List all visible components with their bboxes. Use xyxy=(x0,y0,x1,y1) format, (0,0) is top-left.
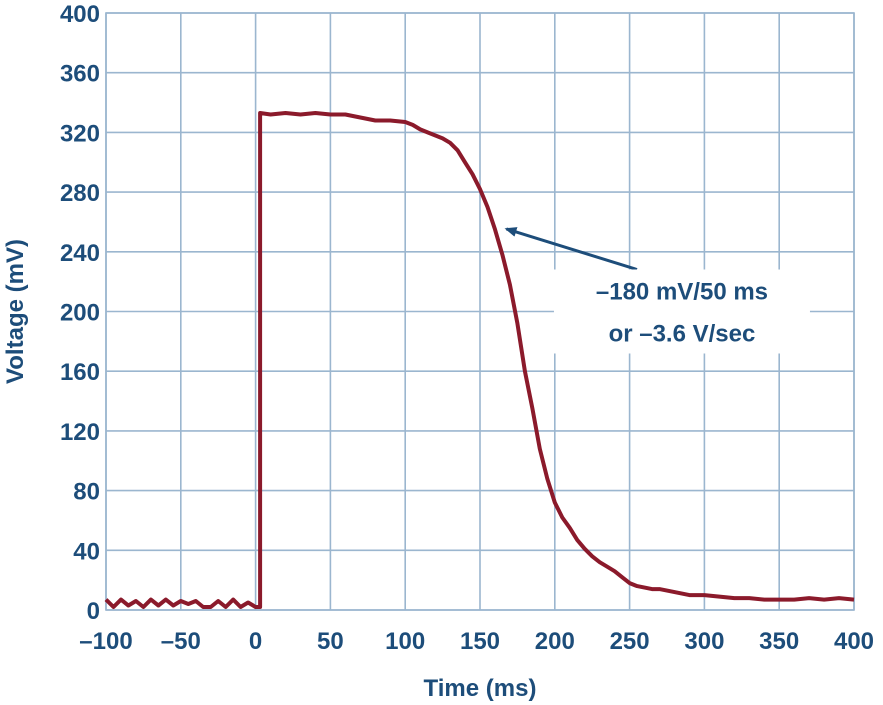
x-tick-label: 400 xyxy=(834,628,874,655)
x-tick-label: 100 xyxy=(385,628,425,655)
x-tick-labels: –100 –50 0 50 100 150 200 250 300 350 400 xyxy=(79,628,874,655)
annotation-line-2: or –3.6 V/sec xyxy=(609,321,756,348)
x-tick-label: 250 xyxy=(610,628,650,655)
y-tick-label: 400 xyxy=(60,1,100,28)
annotation-arrow xyxy=(504,227,638,271)
y-tick-label: 160 xyxy=(60,359,100,386)
series-line xyxy=(104,111,855,609)
y-tick-label: 120 xyxy=(60,419,100,446)
y-tick-label: 200 xyxy=(60,300,100,327)
y-tick-label: 80 xyxy=(73,479,100,506)
x-tick-label: –100 xyxy=(79,628,132,655)
plot-frame xyxy=(105,12,855,611)
y-tick-label: 240 xyxy=(60,240,100,267)
x-tick-label: 50 xyxy=(317,628,344,655)
x-tick-label: 0 xyxy=(249,628,262,655)
y-tick-label: 320 xyxy=(60,120,100,147)
y-tick-label: 40 xyxy=(73,538,100,565)
x-tick-label: –50 xyxy=(161,628,201,655)
x-axis-label: Time (ms) xyxy=(424,675,537,702)
annotation-background xyxy=(553,269,810,354)
x-tick-label: 150 xyxy=(460,628,500,655)
y-tick-label: 0 xyxy=(87,598,100,625)
annotation: –180 mV/50 ms or –3.6 V/sec xyxy=(504,227,810,354)
y-tick-label: 280 xyxy=(60,180,100,207)
y-axis-label: Voltage (mV) xyxy=(2,239,29,384)
trace-layer xyxy=(104,111,855,609)
annotation-line-1: –180 mV/50 ms xyxy=(596,279,768,306)
y-tick-labels: 0 40 80 120 160 200 240 280 320 360 400 xyxy=(60,1,100,625)
x-tick-label: 300 xyxy=(684,628,724,655)
x-tick-label: 200 xyxy=(535,628,575,655)
y-tick-label: 360 xyxy=(60,61,100,88)
x-tick-label: 350 xyxy=(759,628,799,655)
